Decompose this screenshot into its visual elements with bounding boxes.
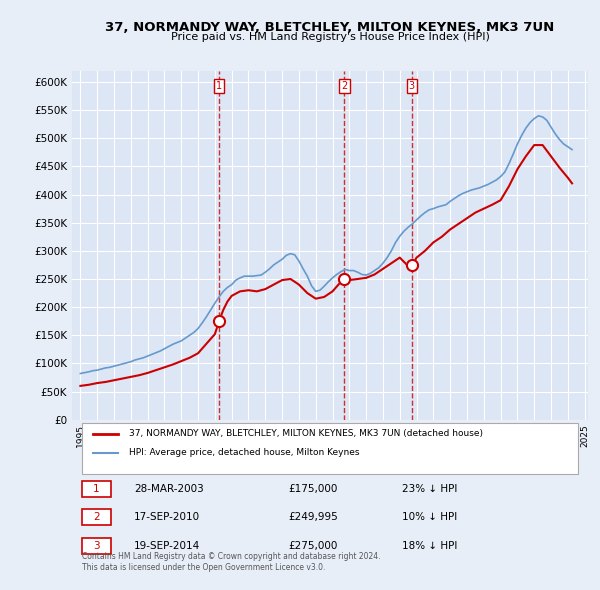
Text: 37, NORMANDY WAY, BLETCHLEY, MILTON KEYNES, MK3 7UN (detached house): 37, NORMANDY WAY, BLETCHLEY, MILTON KEYN… [129,430,483,438]
Text: £249,995: £249,995 [289,512,338,522]
FancyBboxPatch shape [82,423,578,474]
Text: 2: 2 [93,512,100,522]
Text: £275,000: £275,000 [289,540,338,550]
Text: 37, NORMANDY WAY, BLETCHLEY, MILTON KEYNES, MK3 7UN: 37, NORMANDY WAY, BLETCHLEY, MILTON KEYN… [106,21,554,34]
Text: Price paid vs. HM Land Registry's House Price Index (HPI): Price paid vs. HM Land Registry's House … [170,32,490,42]
Text: 18% ↓ HPI: 18% ↓ HPI [402,540,458,550]
Text: HPI: Average price, detached house, Milton Keynes: HPI: Average price, detached house, Milt… [129,448,359,457]
Text: Contains HM Land Registry data © Crown copyright and database right 2024.
This d: Contains HM Land Registry data © Crown c… [82,552,381,572]
Text: 1: 1 [93,484,100,494]
Text: 3: 3 [409,81,415,91]
Text: 2: 2 [341,81,347,91]
Text: £175,000: £175,000 [289,484,338,494]
FancyBboxPatch shape [82,537,110,553]
Text: 19-SEP-2014: 19-SEP-2014 [134,540,200,550]
Text: 3: 3 [93,540,100,550]
Text: 10% ↓ HPI: 10% ↓ HPI [402,512,457,522]
Text: 17-SEP-2010: 17-SEP-2010 [134,512,200,522]
FancyBboxPatch shape [82,509,110,525]
Text: 1: 1 [215,81,222,91]
FancyBboxPatch shape [82,481,110,497]
Text: 28-MAR-2003: 28-MAR-2003 [134,484,203,494]
Text: 23% ↓ HPI: 23% ↓ HPI [402,484,458,494]
